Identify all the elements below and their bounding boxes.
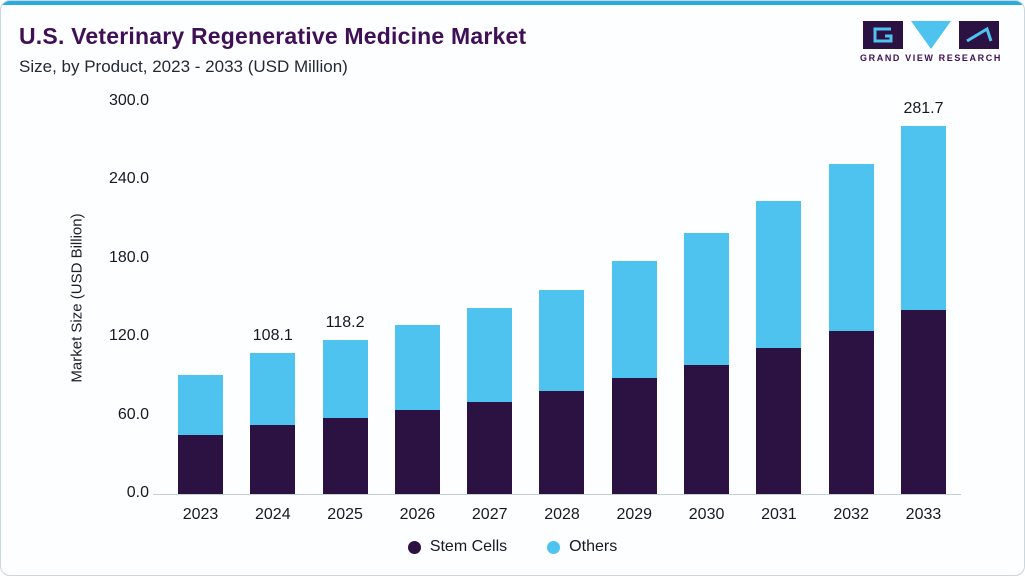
segment-stem-cells-2032 bbox=[828, 331, 874, 494]
bar-2031: 2031 bbox=[756, 200, 802, 523]
bar-2032: 2032 bbox=[828, 164, 874, 523]
plot-area: 2023 108.1 2024 118.2 2025 2026 2027 2028 2029 20… bbox=[178, 100, 946, 523]
page-subtitle: Size, by Product, 2023 - 2033 (USD Milli… bbox=[19, 57, 348, 76]
bar-2024: 108.1 2024 bbox=[250, 327, 296, 523]
segment-stem-cells-2031 bbox=[756, 348, 802, 494]
segment-stem-cells-2030 bbox=[684, 365, 730, 494]
top-accent-line bbox=[1, 1, 1024, 5]
segment-others-2023 bbox=[178, 375, 223, 436]
y-tick-label-300.0: 300.0 bbox=[108, 92, 149, 109]
bar-2028: 2028 bbox=[539, 289, 585, 523]
segment-stem-cells-2024 bbox=[250, 425, 296, 494]
x-axis-label-2025: 2025 bbox=[327, 506, 363, 523]
segment-stem-cells-2025 bbox=[322, 418, 368, 494]
page-title: U.S. Veterinary Regenerative Medicine Ma… bbox=[19, 23, 527, 49]
y-tick-label-240.0: 240.0 bbox=[108, 170, 149, 188]
legend-swatch-stem-cells bbox=[407, 540, 421, 554]
legend-item-stem-cells: Stem Cells bbox=[407, 538, 508, 556]
brand-logo-text: GRAND VIEW RESEARCH bbox=[860, 53, 1002, 63]
segment-others-2031 bbox=[756, 200, 802, 349]
x-axis-label-2029: 2029 bbox=[616, 506, 653, 523]
bar-2030: 2030 bbox=[684, 233, 730, 523]
x-axis-label-2027: 2027 bbox=[471, 506, 508, 523]
legend-swatch-others bbox=[547, 540, 561, 554]
bar-value-label-2025: 118.2 bbox=[325, 313, 365, 331]
segment-others-2024 bbox=[250, 352, 296, 426]
bar-2025: 118.2 2025 bbox=[322, 314, 368, 523]
bar-2026: 2026 bbox=[394, 324, 440, 523]
legend-item-others: Others bbox=[547, 538, 617, 556]
y-tick-label-120.0: 120.0 bbox=[108, 327, 149, 345]
segment-others-2033 bbox=[900, 125, 946, 311]
segment-stem-cells-2027 bbox=[467, 401, 513, 494]
segment-stem-cells-2033 bbox=[900, 310, 946, 494]
legend-label-others: Others bbox=[569, 538, 618, 555]
legend: Stem Cells Others bbox=[1, 538, 1024, 556]
segment-stem-cells-2026 bbox=[394, 410, 440, 494]
segment-others-2025 bbox=[322, 339, 368, 419]
segment-others-2032 bbox=[828, 164, 874, 332]
bar-2033: 281.7 2033 bbox=[900, 100, 946, 523]
x-axis-label-2026: 2026 bbox=[399, 506, 436, 523]
x-axis-line bbox=[153, 494, 961, 495]
header: U.S. Veterinary Regenerative Medicine Ma… bbox=[19, 23, 526, 77]
segment-others-2029 bbox=[611, 260, 657, 379]
x-axis-label-2032: 2032 bbox=[833, 506, 869, 523]
bar-value-label-2033: 281.7 bbox=[903, 99, 944, 117]
y-axis-title: Market Size (USD Billion) bbox=[68, 213, 86, 383]
bar-value-label-2024: 108.1 bbox=[252, 326, 293, 344]
brand-logo-icon bbox=[863, 21, 999, 49]
legend-label-stem-cells: Stem Cells bbox=[429, 538, 508, 555]
bar-2027: 2027 bbox=[467, 308, 513, 523]
segment-others-2028 bbox=[539, 289, 585, 392]
x-axis-label-2028: 2028 bbox=[544, 506, 580, 523]
y-tick-label-0.0: 0.0 bbox=[126, 484, 149, 501]
segment-others-2027 bbox=[467, 308, 513, 402]
x-axis-label-2033: 2033 bbox=[905, 506, 942, 523]
segment-others-2030 bbox=[684, 233, 730, 366]
y-tick-label-180.0: 180.0 bbox=[108, 248, 149, 266]
bar-2029: 2029 bbox=[611, 260, 657, 523]
x-axis-label-2023: 2023 bbox=[182, 506, 219, 523]
brand-logo: GRAND VIEW RESEARCH bbox=[856, 21, 1006, 63]
segment-stem-cells-2023 bbox=[178, 435, 223, 494]
y-tick-label-60.0: 60.0 bbox=[117, 405, 149, 423]
segment-others-2026 bbox=[394, 324, 440, 411]
segment-stem-cells-2029 bbox=[611, 378, 657, 494]
x-axis-label-2030: 2030 bbox=[688, 506, 725, 523]
bar-2023: 2023 bbox=[178, 375, 223, 523]
segment-stem-cells-2028 bbox=[539, 391, 585, 494]
x-axis-label-2031: 2031 bbox=[761, 506, 797, 523]
x-axis-label-2024: 2024 bbox=[255, 506, 291, 523]
